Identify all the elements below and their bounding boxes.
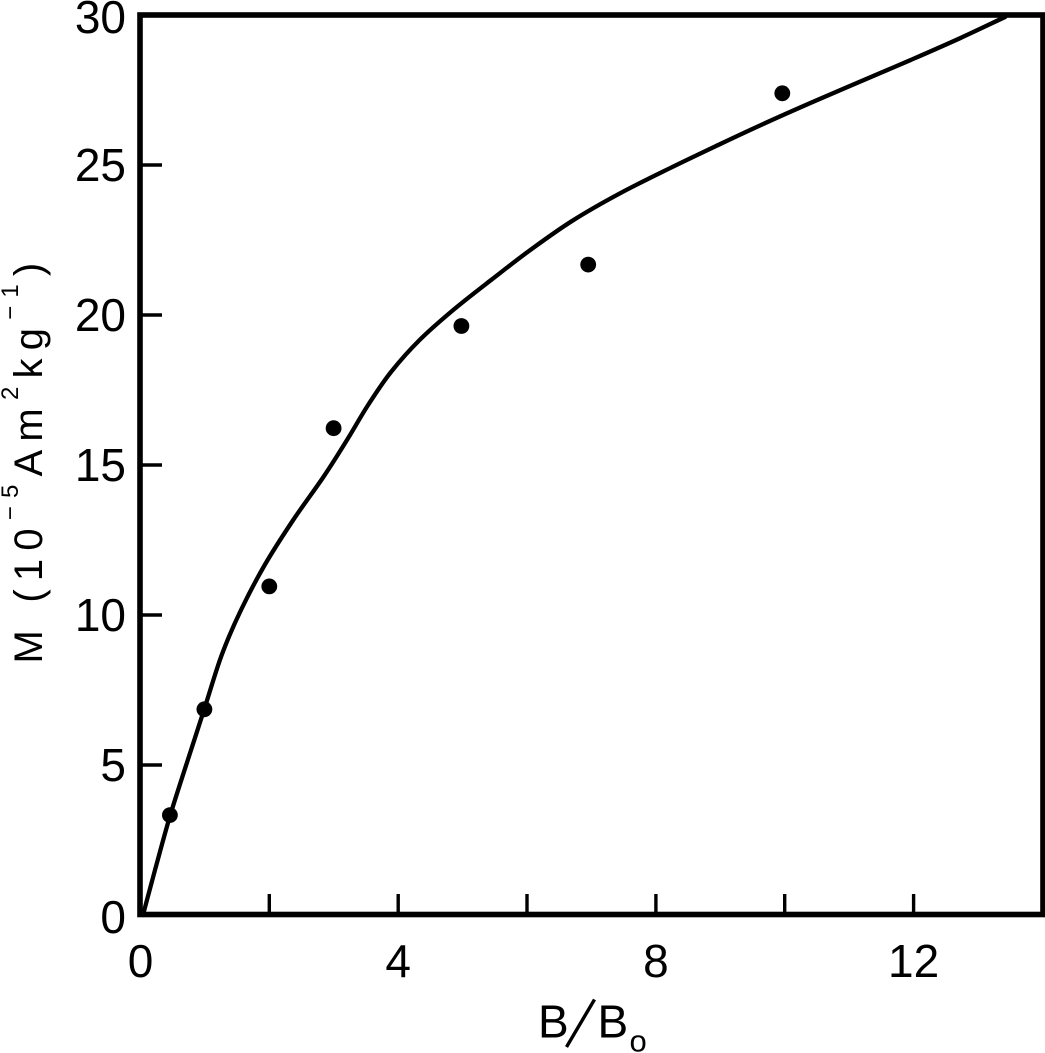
svg-text:0: 0 bbox=[100, 891, 126, 943]
svg-text:25: 25 bbox=[75, 139, 126, 191]
svg-text:4: 4 bbox=[385, 935, 411, 987]
svg-text:20: 20 bbox=[75, 289, 126, 341]
svg-text:B: B bbox=[598, 996, 629, 1048]
svg-text:M (10−5Am2kg−1): M (10−5Am2kg−1) bbox=[0, 255, 51, 664]
svg-text:12: 12 bbox=[888, 935, 939, 987]
svg-text:15: 15 bbox=[75, 439, 126, 491]
svg-text:o: o bbox=[630, 1024, 647, 1053]
svg-text:8: 8 bbox=[643, 935, 669, 987]
svg-text:30: 30 bbox=[75, 0, 126, 43]
svg-text:10: 10 bbox=[75, 589, 126, 641]
svg-text:B: B bbox=[538, 996, 569, 1048]
svg-text:0: 0 bbox=[128, 935, 154, 987]
svg-text:5: 5 bbox=[100, 739, 126, 791]
